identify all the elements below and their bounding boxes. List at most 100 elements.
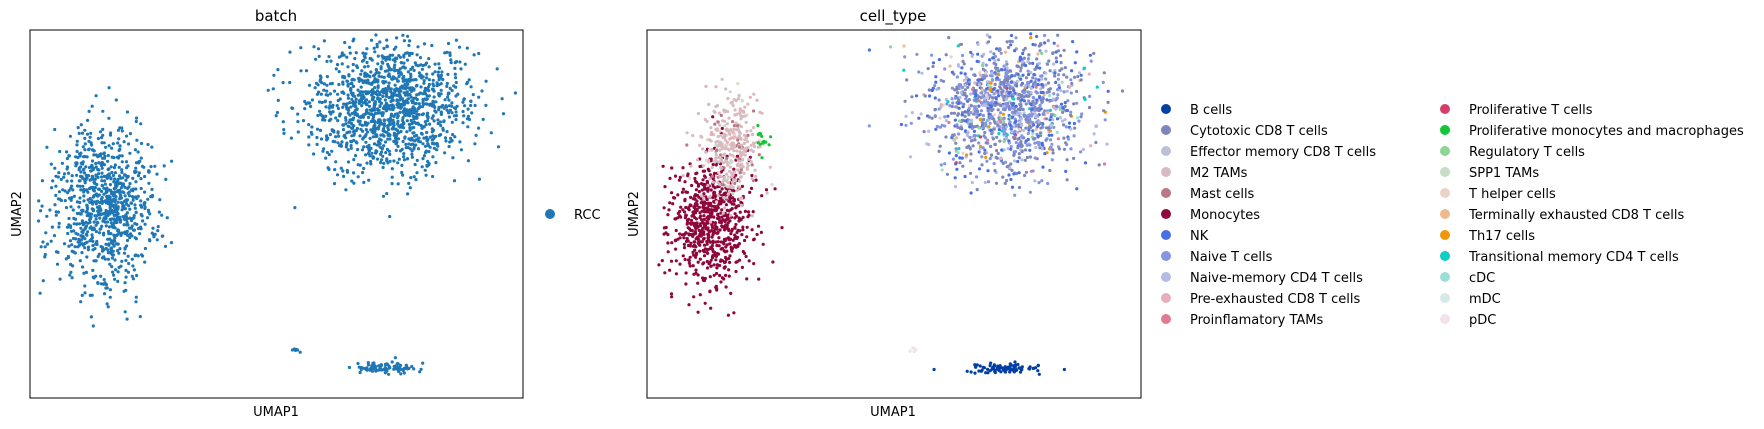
- scatter-point: [1018, 366, 1022, 370]
- scatter-point: [100, 212, 104, 216]
- scatter-point: [445, 84, 449, 88]
- scatter-point: [1020, 63, 1024, 67]
- scatter-point: [989, 144, 993, 148]
- scatter-point: [934, 75, 938, 79]
- scatter-point: [1061, 106, 1065, 110]
- scatter-point: [976, 52, 980, 56]
- scatter-point: [466, 125, 470, 129]
- scatter-point: [737, 258, 742, 262]
- scatter-point: [118, 220, 122, 224]
- scatter-point: [276, 68, 280, 72]
- scatter-point: [106, 229, 111, 234]
- scatter-point: [365, 161, 369, 165]
- scatter-point: [935, 87, 939, 91]
- scatter-point: [392, 65, 396, 70]
- legend-marker: [1440, 209, 1450, 219]
- scatter-point: [696, 225, 700, 229]
- scatter-point: [425, 111, 430, 115]
- scatter-point: [398, 110, 402, 114]
- scatter-point: [77, 131, 81, 135]
- scatter-point: [423, 89, 427, 93]
- scatter-point: [693, 230, 698, 234]
- scatter-point: [689, 222, 693, 226]
- scatter-point: [683, 180, 687, 184]
- scatter-point: [1066, 137, 1070, 141]
- scatter-point: [100, 196, 104, 200]
- scatter-point: [742, 110, 746, 114]
- scatter-point: [148, 239, 152, 243]
- scatter-point: [448, 53, 452, 58]
- scatter-point: [70, 276, 74, 280]
- scatter-point: [329, 59, 333, 63]
- scatter-point: [758, 131, 762, 135]
- scatter-point: [336, 141, 340, 145]
- scatter-point: [738, 108, 742, 112]
- scatter-point: [1092, 51, 1096, 56]
- scatter-point: [94, 223, 98, 227]
- scatter-point: [104, 214, 108, 218]
- scatter-point: [365, 366, 369, 370]
- scatter-point: [276, 98, 280, 102]
- scatter-point: [701, 164, 706, 168]
- scatter-point: [296, 130, 300, 134]
- scatter-point: [383, 98, 387, 102]
- scatter-point: [155, 238, 159, 242]
- scatter-point: [386, 137, 390, 141]
- scatter-point: [1036, 134, 1040, 138]
- scatter-point: [89, 315, 93, 319]
- scatter-point: [443, 51, 447, 55]
- scatter-point: [317, 90, 321, 94]
- scatter-point: [1062, 136, 1066, 140]
- scatter-point: [1003, 181, 1007, 185]
- scatter-point: [329, 117, 333, 121]
- scatter-point: [80, 242, 84, 246]
- scatter-point: [1069, 127, 1073, 131]
- scatter-point: [939, 105, 943, 109]
- scatter-point: [709, 264, 713, 268]
- scatter-point: [933, 96, 937, 100]
- scatter-point: [113, 200, 117, 204]
- scatter-point: [1053, 114, 1057, 118]
- legend-marker: [1440, 146, 1450, 156]
- scatter-point: [740, 158, 744, 162]
- scatter-point: [104, 191, 108, 195]
- scatter-point: [1040, 82, 1044, 87]
- scatter-point: [86, 248, 90, 252]
- scatter-point: [349, 144, 353, 148]
- scatter-point: [381, 165, 385, 170]
- scatter-point: [1062, 123, 1066, 127]
- scatter-point: [125, 134, 129, 138]
- scatter-point: [70, 243, 74, 247]
- scatter-point: [1052, 97, 1056, 101]
- scatter-point: [73, 251, 77, 255]
- scatter-point: [729, 247, 734, 251]
- scatter-point: [65, 179, 69, 183]
- scatter-point: [426, 115, 430, 119]
- scatter-point: [43, 245, 47, 249]
- scatter-point: [402, 158, 406, 162]
- scatter-point: [145, 216, 150, 220]
- scatter-point: [116, 279, 120, 283]
- scatter-point: [330, 129, 335, 133]
- scatter-point: [657, 263, 661, 267]
- scatter-point: [1008, 166, 1012, 170]
- scatter-point: [674, 259, 678, 263]
- scatter-point: [711, 249, 715, 254]
- scatter-point: [414, 178, 418, 182]
- scatter-point: [91, 268, 95, 272]
- scatter-point: [764, 140, 768, 144]
- scatter-point: [704, 150, 708, 154]
- scatter-point: [469, 103, 473, 108]
- scatter-point: [683, 197, 687, 202]
- scatter-point: [1001, 83, 1005, 87]
- scatter-point: [380, 158, 384, 162]
- scatter-point: [700, 220, 705, 225]
- scatter-point: [124, 178, 128, 182]
- scatter-point: [49, 162, 53, 166]
- scatter-point: [430, 127, 434, 131]
- scatter-point: [361, 136, 365, 140]
- scatter-point: [75, 139, 79, 143]
- scatter-point: [977, 104, 981, 108]
- scatter-point: [965, 110, 970, 114]
- scatter-point: [458, 140, 462, 144]
